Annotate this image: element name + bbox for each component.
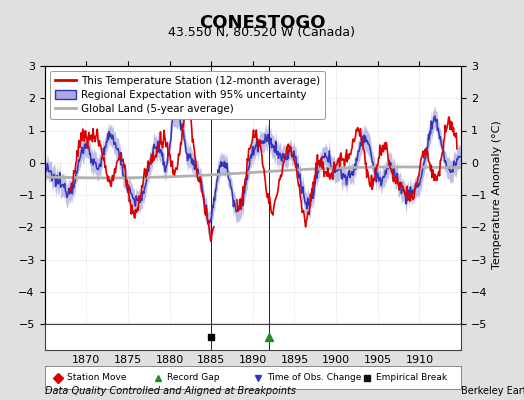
Text: 1875: 1875 [114,355,142,365]
Text: 1900: 1900 [322,355,350,365]
Text: CONESTOGO: CONESTOGO [199,14,325,32]
Text: Station Move: Station Move [68,373,127,382]
Text: 1890: 1890 [239,355,267,365]
Text: 1880: 1880 [156,355,183,365]
Text: 1895: 1895 [280,355,309,365]
Legend: This Temperature Station (12-month average), Regional Expectation with 95% uncer: This Temperature Station (12-month avera… [50,71,325,119]
Y-axis label: Temperature Anomaly (°C): Temperature Anomaly (°C) [492,121,501,269]
Text: 43.550 N, 80.520 W (Canada): 43.550 N, 80.520 W (Canada) [169,26,355,39]
Text: Record Gap: Record Gap [168,373,220,382]
Text: 1885: 1885 [197,355,225,365]
Text: Empirical Break: Empirical Break [376,373,447,382]
Text: Berkeley Earth: Berkeley Earth [461,386,524,396]
Text: 1910: 1910 [406,355,433,365]
Text: 1905: 1905 [364,355,392,365]
Text: 1870: 1870 [72,355,100,365]
Text: Time of Obs. Change: Time of Obs. Change [267,373,362,382]
Text: Data Quality Controlled and Aligned at Breakpoints: Data Quality Controlled and Aligned at B… [45,386,296,396]
